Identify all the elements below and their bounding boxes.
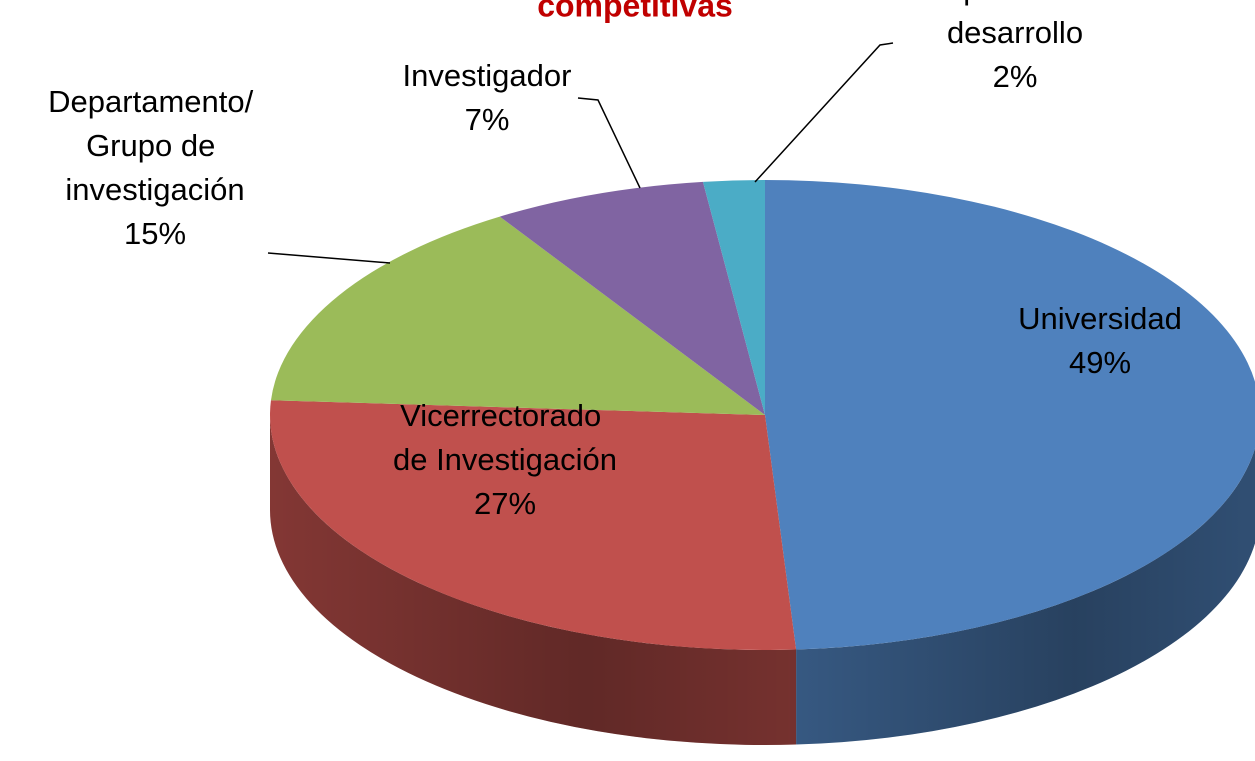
leader-line	[577, 97, 641, 189]
label-line: Universidad	[1018, 301, 1182, 336]
slice-value-label: 15%	[124, 216, 186, 251]
slice-value-label: 2%	[993, 59, 1038, 94]
slice	[270, 216, 765, 415]
label-line: de Investigación	[393, 442, 617, 477]
slice-label: Vicerrectorado de Investigación	[393, 398, 617, 477]
slice-label: Cooperación al desarrollo	[906, 0, 1123, 50]
slice-value-label: 27%	[474, 486, 536, 521]
slice-label: Universidad	[1018, 301, 1182, 336]
label-line: investigación	[65, 172, 244, 207]
slice	[702, 180, 765, 415]
slice-value-label: 7%	[465, 102, 510, 137]
slice-side-shade	[270, 415, 797, 745]
label-line: Departamento/	[48, 84, 262, 119]
slice	[269, 400, 797, 650]
label-line: Cooperación al	[906, 0, 1123, 6]
leader-line	[754, 42, 894, 183]
leader-line	[267, 252, 391, 264]
label-line: Investigador	[403, 58, 572, 93]
slice-value-label: 49%	[1069, 345, 1131, 380]
chart-title: competitivas	[537, 0, 733, 23]
slice	[765, 180, 1255, 650]
label-line: Grupo de	[86, 128, 224, 163]
slice-side-shade	[796, 448, 1255, 745]
slice-label: Investigador	[403, 58, 572, 93]
slice	[499, 181, 765, 415]
slice-label: Departamento/ Grupo de investigación	[48, 84, 262, 207]
label-line: desarrollo	[947, 15, 1083, 50]
label-line: Vicerrectorado	[400, 398, 610, 433]
